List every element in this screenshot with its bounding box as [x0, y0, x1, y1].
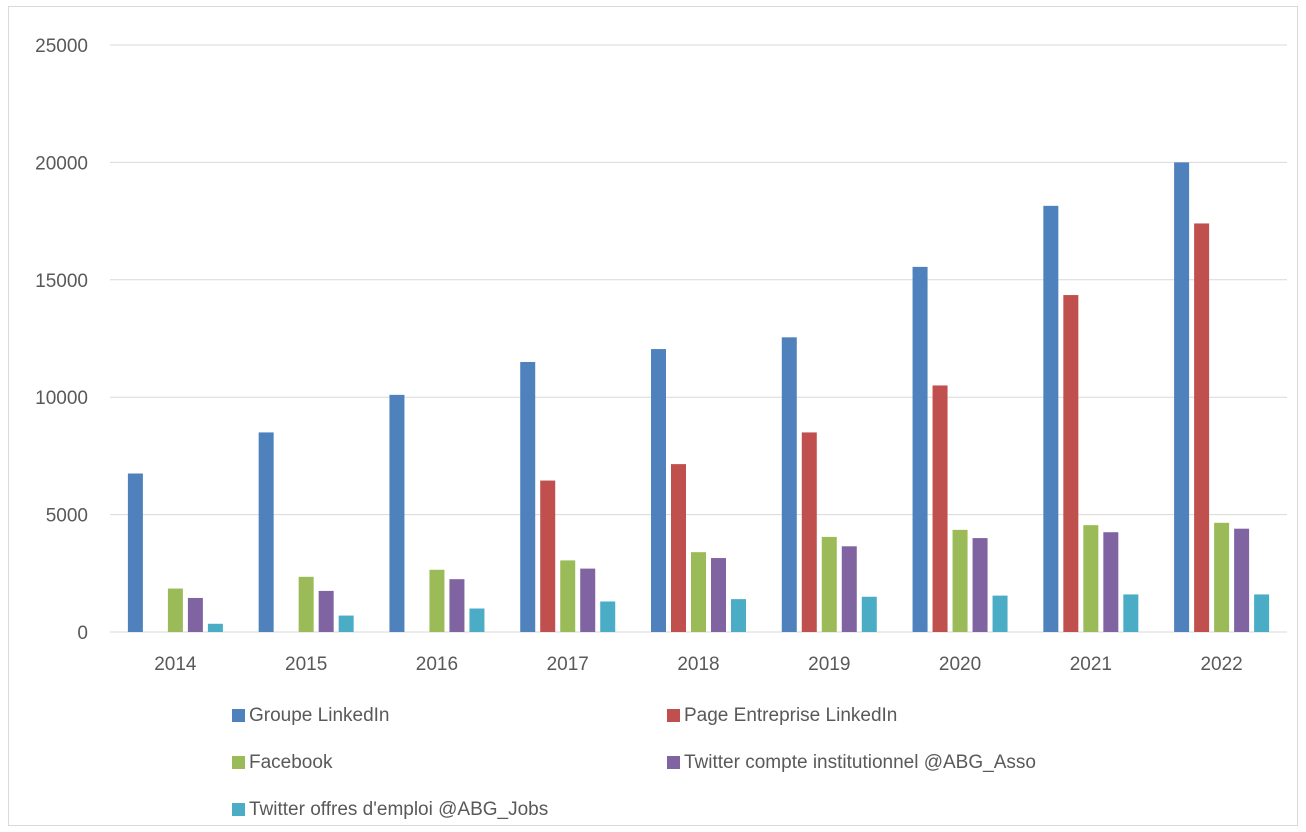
bar — [520, 361, 536, 632]
bar — [207, 623, 223, 632]
legend-swatch — [232, 756, 245, 769]
bar — [1254, 594, 1270, 632]
bar — [952, 529, 968, 632]
bar — [841, 546, 857, 632]
bar — [560, 560, 576, 632]
bar — [651, 349, 666, 632]
bar — [469, 608, 485, 632]
bar — [671, 464, 686, 632]
x-tick-label: 2021 — [1070, 654, 1112, 675]
bar — [540, 480, 556, 632]
bar — [318, 590, 334, 632]
legend-swatch — [232, 803, 245, 816]
bar — [449, 579, 465, 632]
bar — [258, 432, 274, 632]
bar — [338, 615, 354, 632]
bar — [972, 538, 988, 632]
bar — [1123, 594, 1139, 632]
bar — [1234, 528, 1250, 632]
bar — [992, 595, 1008, 632]
bar — [731, 599, 746, 632]
y-axis-ticks: 0 5000 10000 15000 20000 25000 — [35, 36, 88, 644]
y-tick-label: 25000 — [35, 36, 88, 57]
legend-label: Facebook — [249, 752, 333, 773]
legend-label: Twitter compte institutionnel @ABG_Asso — [684, 752, 1036, 773]
x-tick-label: 2014 — [154, 654, 197, 675]
bar — [801, 432, 817, 632]
bar — [580, 568, 596, 632]
bar — [298, 576, 314, 632]
legend-swatch — [667, 709, 680, 722]
bar — [1174, 162, 1190, 632]
bar — [932, 385, 948, 632]
legend-swatch — [232, 709, 245, 722]
y-tick-label: 5000 — [46, 506, 88, 527]
y-tick-label: 0 — [77, 623, 88, 644]
legend-label: Twitter offres d'emploi @ABG_Jobs — [249, 799, 548, 820]
bar — [187, 597, 203, 632]
y-tick-label: 15000 — [35, 271, 88, 292]
x-tick-label: 2022 — [1200, 654, 1242, 675]
bar — [167, 588, 183, 632]
legend: Groupe LinkedIn Page Entreprise LinkedIn F… — [232, 705, 1036, 820]
bar — [861, 596, 877, 632]
bar — [1103, 532, 1119, 632]
x-tick-label: 2017 — [547, 654, 589, 675]
x-axis-ticks: 2014 2015 2016 2017 2018 2019 2020 2021 2022 — [154, 654, 1243, 675]
bar — [1214, 522, 1230, 632]
bar — [711, 558, 726, 632]
bar — [1043, 205, 1059, 632]
bar — [429, 569, 445, 632]
bar — [1063, 295, 1079, 632]
x-tick-label: 2018 — [677, 654, 719, 675]
legend-swatch — [667, 756, 680, 769]
bar — [389, 394, 405, 632]
x-tick-label: 2019 — [808, 654, 850, 675]
x-tick-label: 2020 — [939, 654, 981, 675]
bar — [691, 552, 706, 632]
bar — [1194, 223, 1210, 632]
bar — [821, 536, 837, 632]
bar — [600, 601, 616, 632]
bars — [127, 162, 1270, 632]
bar — [912, 266, 928, 632]
legend-label: Groupe LinkedIn — [249, 705, 390, 726]
legend-label: Page Entreprise LinkedIn — [684, 705, 897, 726]
x-tick-label: 2015 — [285, 654, 327, 675]
bar — [1083, 525, 1099, 632]
y-tick-label: 20000 — [35, 153, 88, 174]
y-tick-label: 10000 — [35, 388, 88, 409]
bar — [127, 473, 143, 632]
x-tick-label: 2016 — [416, 654, 458, 675]
bar — [781, 337, 797, 632]
